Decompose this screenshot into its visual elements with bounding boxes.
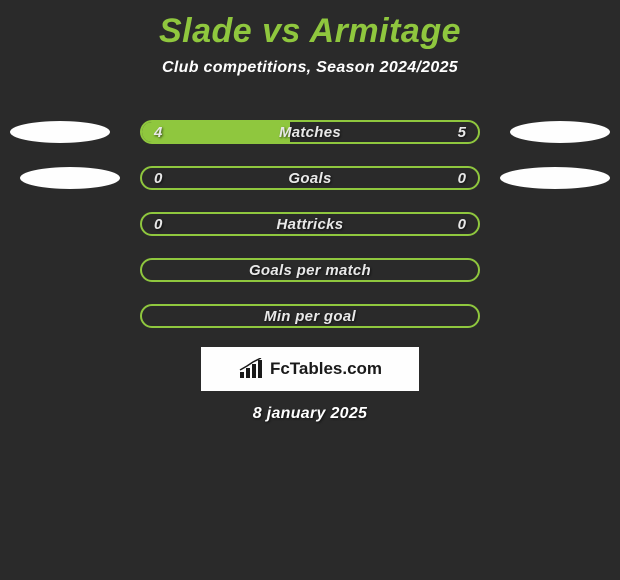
player-right-ellipse xyxy=(510,121,610,143)
logo-box: FcTables.com xyxy=(201,347,419,391)
player-left-ellipse xyxy=(10,121,110,143)
player-left-ellipse xyxy=(20,167,120,189)
stat-label: Matches xyxy=(142,124,478,141)
stat-row: Min per goal xyxy=(0,293,620,339)
stat-bar: 00Hattricks xyxy=(140,212,480,236)
stat-bar: 00Goals xyxy=(140,166,480,190)
stat-row: 45Matches xyxy=(0,109,620,155)
stat-label: Goals per match xyxy=(142,262,478,279)
stat-bar: Min per goal xyxy=(140,304,480,328)
stat-row: 00Hattricks xyxy=(0,201,620,247)
page-subtitle: Club competitions, Season 2024/2025 xyxy=(0,59,620,109)
stat-label: Hattricks xyxy=(142,216,478,233)
stat-bar: Goals per match xyxy=(140,258,480,282)
stat-label: Min per goal xyxy=(142,308,478,325)
bar-chart-icon xyxy=(238,358,264,380)
player-right-ellipse xyxy=(500,167,610,189)
stat-bar: 45Matches xyxy=(140,120,480,144)
logo-text: FcTables.com xyxy=(270,359,382,379)
date-text: 8 january 2025 xyxy=(0,391,620,423)
page-title: Slade vs Armitage xyxy=(0,0,620,59)
stat-row: Goals per match xyxy=(0,247,620,293)
stat-label: Goals xyxy=(142,170,478,187)
stat-row: 00Goals xyxy=(0,155,620,201)
stats-rows: 45Matches 00Goals 00Hattricks Goals per mat… xyxy=(0,109,620,339)
